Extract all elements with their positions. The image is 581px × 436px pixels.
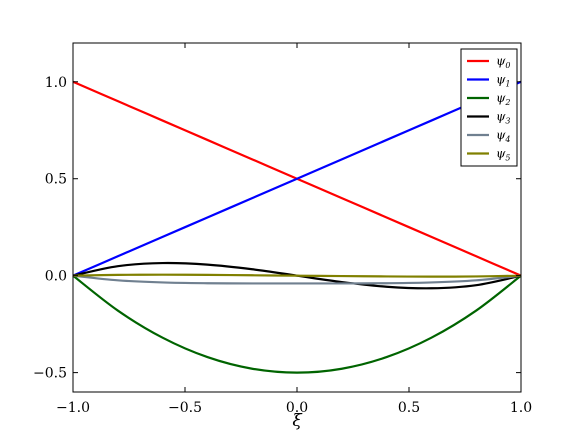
series-line-psi1 — [72, 80, 522, 277]
ticks-layer: −1.0 −0.5 0.0 0.5 1.0 −0.5 0.0 0.5 1.0 — [33, 43, 532, 416]
series-layer — [72, 80, 522, 374]
y-tick-label: −0.5 — [33, 366, 67, 382]
y-tick-label: 1.0 — [45, 75, 67, 91]
y-tick-label: 0.5 — [45, 172, 67, 188]
legend-label: ψ4 — [496, 128, 511, 144]
legend-box — [460, 48, 518, 167]
x-axis-label: ξ — [292, 411, 303, 431]
x-tick-label: 0.0 — [286, 400, 308, 416]
x-tick-label: −1.0 — [56, 400, 90, 416]
legend-label: ψ0 — [496, 54, 511, 70]
y-tick-label: 0.0 — [45, 269, 67, 285]
plot-frame — [72, 42, 522, 393]
legend-label: ψ5 — [496, 147, 511, 163]
legend-label: ψ1 — [496, 73, 511, 89]
x-tick-label: 0.5 — [398, 400, 420, 416]
x-tick-label: −0.5 — [168, 400, 202, 416]
series-line-psi4 — [72, 274, 522, 285]
series-line-psi5 — [72, 273, 522, 278]
legend-label: ψ2 — [496, 91, 511, 107]
series-line-psi2 — [72, 274, 522, 374]
x-tick-label: 1.0 — [510, 400, 532, 416]
legend: ψ0 ψ1 ψ2 ψ3 ψ4 ψ5 — [460, 48, 518, 167]
legend-label: ψ3 — [496, 110, 511, 126]
